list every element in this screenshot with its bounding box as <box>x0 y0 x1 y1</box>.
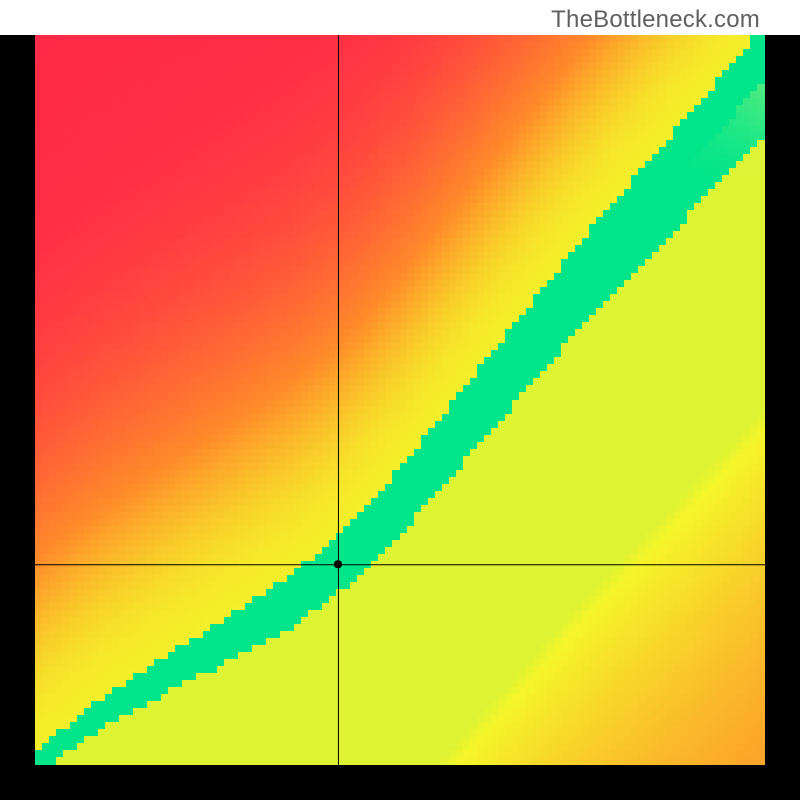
chart-frame: TheBottleneck.com <box>0 0 800 800</box>
watermark-text: TheBottleneck.com <box>551 6 760 34</box>
bottleneck-heatmap <box>0 0 800 800</box>
